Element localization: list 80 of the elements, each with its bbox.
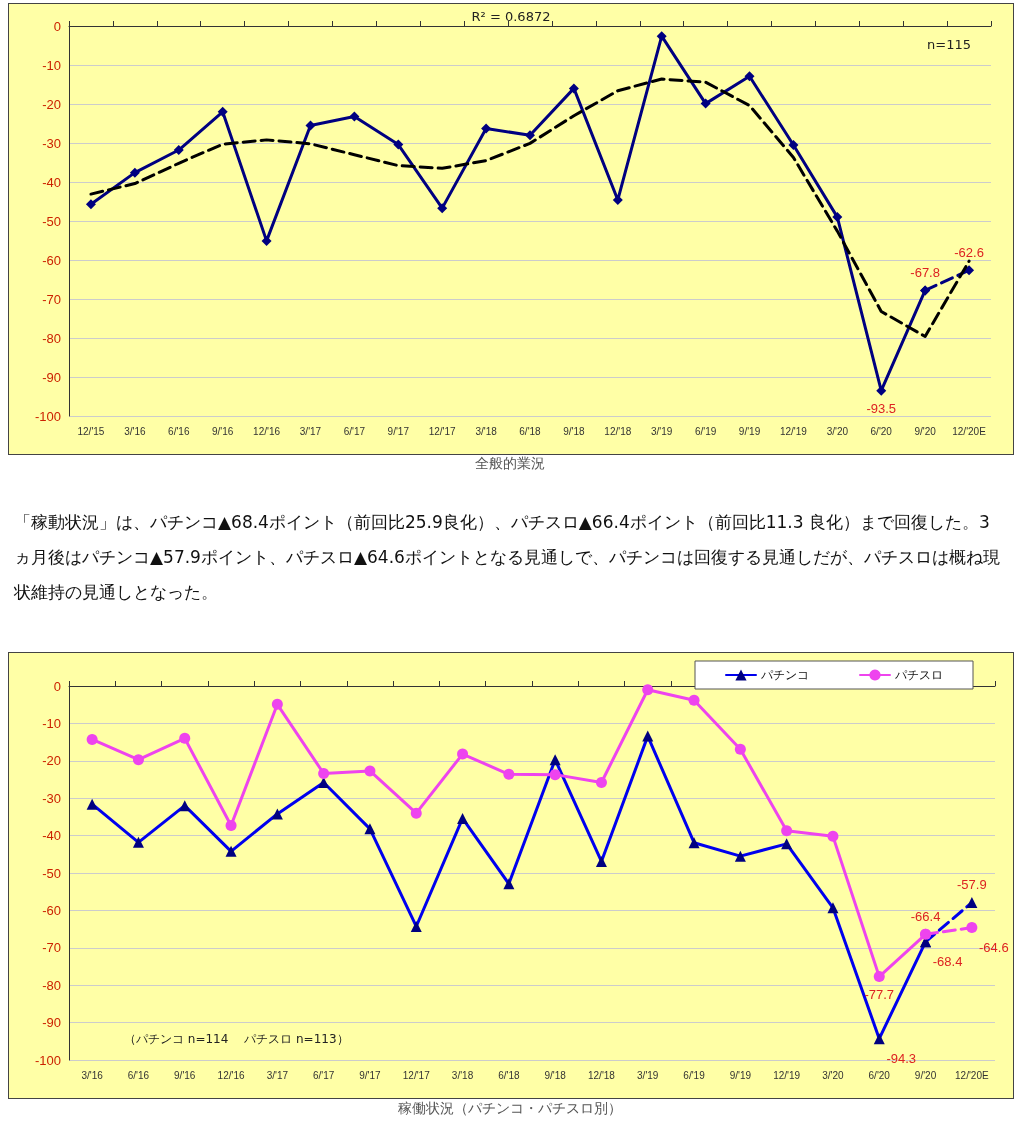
x-tick-label: 6/'20	[868, 1069, 891, 1081]
x-tick-label: 6/'17	[312, 1069, 335, 1081]
y-tick-label: -80	[42, 330, 61, 346]
x-tick-label: 12/'16	[217, 1069, 245, 1081]
x-tick-label: 12/'18	[587, 1069, 616, 1081]
y-tick-label: 0	[53, 678, 61, 694]
x-tick-label: 9/'20	[914, 425, 937, 437]
x-tick-label: 12/'19	[773, 1069, 801, 1081]
x-tick-label: 6/'18	[498, 1069, 520, 1081]
y-tick-label: 0	[53, 18, 61, 34]
y-tick-label: -90	[42, 1015, 61, 1031]
x-tick-label: 3/'20	[822, 1069, 845, 1081]
y-tick-label: -50	[42, 865, 61, 881]
x-tick-label: 6/'19	[683, 1069, 706, 1081]
y-tick-label: -30	[42, 135, 61, 151]
data-label: -68.4	[932, 954, 963, 970]
y-tick-label: -50	[42, 213, 61, 229]
y-tick-label: -40	[42, 174, 61, 190]
annotation: n=115	[927, 37, 972, 52]
y-tick-label: -10	[42, 57, 61, 73]
x-tick-label: 9/'17	[387, 425, 410, 437]
data-label: -67.8	[910, 265, 940, 281]
x-tick-label: 9/'18	[544, 1069, 567, 1081]
x-tick-label: 12/'17	[402, 1069, 431, 1081]
x-tick-label: 3/'16	[124, 425, 146, 437]
x-tick-label: 12/'15	[77, 425, 105, 437]
data-label: -62.6	[954, 245, 984, 261]
x-tick-label: 6/'16	[168, 425, 190, 437]
x-tick-label: 3/'16	[81, 1069, 104, 1081]
legend-label: パチスロ	[894, 668, 943, 682]
y-tick-label: -100	[34, 1052, 61, 1068]
x-tick-label: 12/'16	[253, 425, 281, 437]
data-label: -94.3	[886, 1051, 917, 1067]
annotation: （パチンコ n=114 パチスロ n=113）	[124, 1032, 349, 1046]
y-tick-label: -20	[42, 753, 61, 769]
y-tick-label: -60	[42, 252, 61, 268]
y-tick-label: -60	[42, 902, 61, 918]
x-tick-label: 9/'16	[211, 425, 234, 437]
x-tick-label: 12/'17	[428, 425, 457, 437]
x-tick-label: 12/'20E	[955, 1069, 989, 1081]
x-tick-label: 9/'18	[563, 425, 586, 437]
x-tick-label: 12/'18	[604, 425, 632, 437]
x-tick-label: 3/'18	[475, 425, 498, 437]
x-tick-label: 12/'19	[779, 425, 808, 437]
x-tick-label: 9/'19	[738, 425, 761, 437]
y-tick-label: -70	[42, 291, 61, 307]
x-tick-label: 3/'17	[299, 425, 322, 437]
x-tick-label: 6/'17	[343, 425, 366, 437]
x-tick-label: 9/'17	[359, 1069, 382, 1081]
x-tick-label: 9/'16	[174, 1069, 196, 1081]
y-tick-label: -30	[42, 790, 61, 806]
y-tick-label: -40	[42, 828, 61, 844]
text: R² = 0.6872	[471, 9, 551, 24]
text: 「稼動状況」は、パチンコ▲68.4ポイント（前回比25.9良化）、パチスロ▲66.4ポイント（前回比11.3 良化）まで回復した。3ヵ月後はパチンコ▲57.9ポイント、パチスロ▲64.6ポイントとなる見通しで、パチンコは回復する見通しだが、パチスロは概ね現状維持の見通しとなった。	[14, 511, 1001, 604]
data-label: -66.4	[910, 908, 941, 924]
data-label: -57.9	[957, 877, 987, 893]
data-label: -77.7	[864, 987, 895, 1003]
data-label: -64.6	[979, 940, 1009, 956]
x-tick-label: 6/'20	[870, 425, 893, 437]
y-tick-label: -80	[42, 977, 61, 993]
x-tick-label: 6/'16	[127, 1069, 150, 1081]
x-tick-label: 3/'18	[451, 1069, 474, 1081]
x-tick-label: 6/'18	[519, 425, 542, 437]
y-tick-label: -20	[42, 96, 61, 112]
x-tick-label: 9/'20	[914, 1069, 937, 1081]
x-tick-label: 3/'17	[266, 1069, 289, 1081]
y-tick-label: -70	[42, 940, 61, 956]
x-tick-label: 12/'20E	[952, 425, 987, 437]
y-tick-label: -100	[34, 408, 61, 424]
data-label: -93.5	[866, 400, 897, 416]
text: 全般的業況	[474, 455, 546, 473]
legend-label: パチンコ	[760, 668, 809, 682]
x-tick-label: 3/'20	[826, 425, 849, 437]
x-tick-label: 6/'19	[694, 425, 717, 437]
x-tick-label: 3/'19	[637, 1069, 659, 1081]
x-tick-label: 9/'19	[729, 1069, 752, 1081]
y-tick-label: -10	[42, 715, 61, 731]
text: 稼働状況（パチンコ・パチスロ別）	[397, 1100, 623, 1118]
y-tick-label: -90	[42, 369, 61, 385]
x-tick-label: 3/'19	[651, 425, 673, 437]
